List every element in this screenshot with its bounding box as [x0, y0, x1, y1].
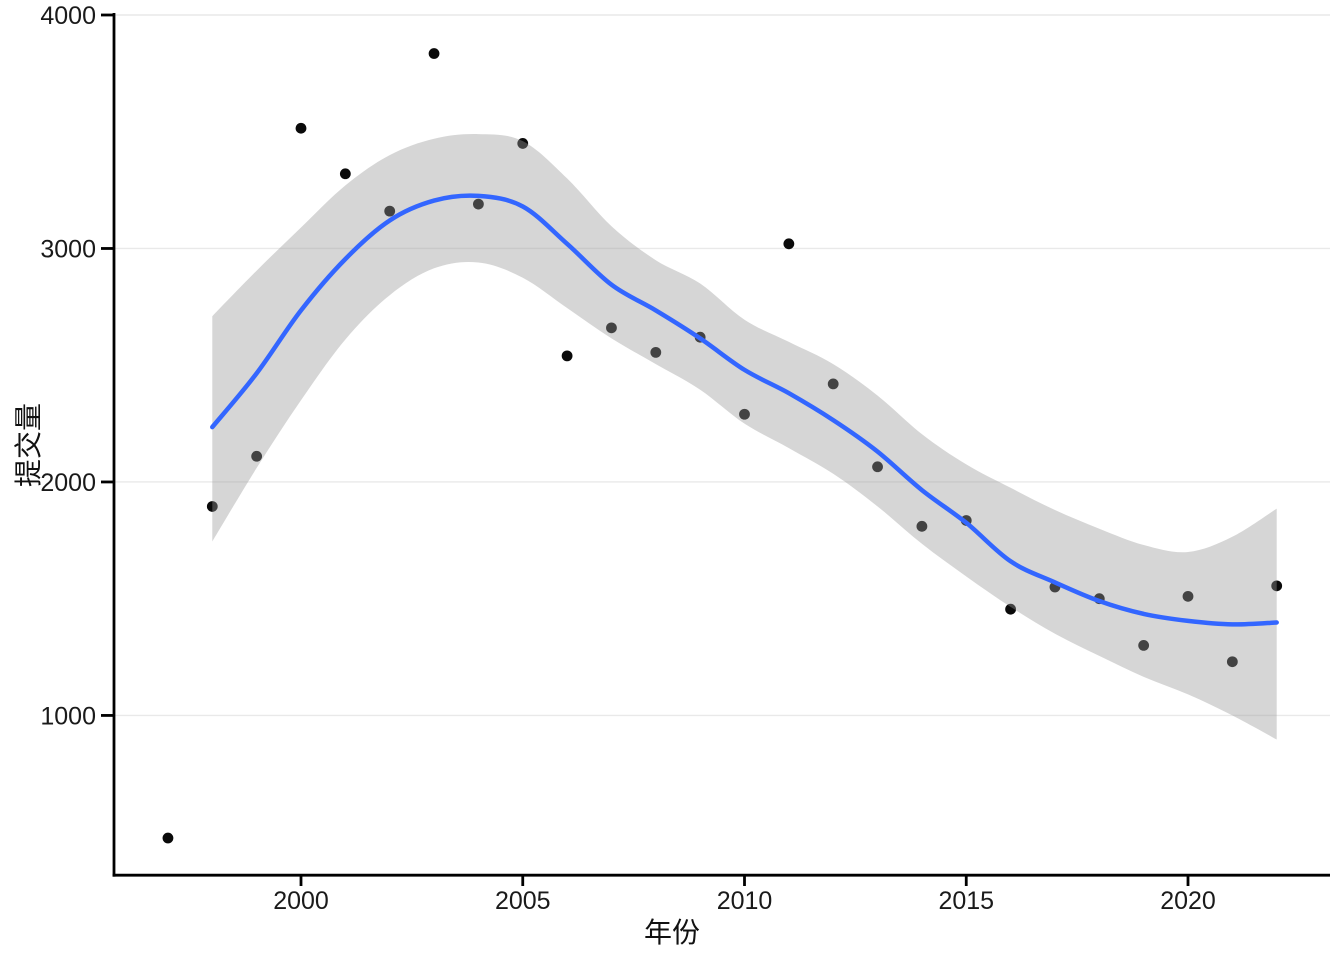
- scatter-point-2011: [783, 238, 795, 250]
- y-tick-label-3000: 3000: [40, 235, 96, 263]
- scatter-point-2008: [650, 346, 662, 358]
- scatter-point-1998: [206, 501, 218, 512]
- scatter-point-2016: [1005, 603, 1016, 615]
- scatter-point-2021: [1226, 656, 1238, 668]
- x-tick-label-2010: 2010: [717, 887, 773, 915]
- scatter-point-2006: [561, 350, 573, 362]
- scatter-point-2000: [295, 122, 307, 134]
- x-tick-label-2000: 2000: [273, 887, 329, 915]
- y-tick-label-1000: 1000: [40, 702, 96, 730]
- scatter-point-1997: [162, 832, 174, 844]
- scatter-point-2005: [517, 138, 529, 149]
- y-tick-label-2000: 2000: [40, 469, 96, 497]
- trend-line: [210, 193, 1279, 627]
- x-tick-label-2015: 2015: [938, 887, 994, 915]
- x-axis-title: 年份: [643, 917, 700, 948]
- scatter-point-2020: [1182, 590, 1194, 602]
- scatter-point-2003: [428, 48, 440, 59]
- confidence-band: [212, 134, 1277, 740]
- scatter-point-2001: [339, 168, 351, 180]
- scatter-point-2013: [872, 461, 883, 473]
- x-tick-label-2005: 2005: [495, 887, 551, 915]
- y-axis-title: 提交量: [13, 402, 44, 488]
- scatter-point-2007: [606, 322, 617, 334]
- x-tick-label-2020: 2020: [1160, 887, 1216, 915]
- scatter-point-1999: [251, 450, 263, 462]
- scatter-point-2012: [827, 378, 839, 390]
- scatter-point-2010: [739, 408, 750, 420]
- y-tick-label-4000: 4000: [40, 2, 96, 30]
- scatter-point-2004: [473, 198, 484, 210]
- scatter-point-2014: [916, 520, 928, 532]
- scatter-point-2022: [1271, 580, 1283, 592]
- scatter-point-2019: [1138, 639, 1150, 651]
- scatter-point-2002: [384, 205, 396, 217]
